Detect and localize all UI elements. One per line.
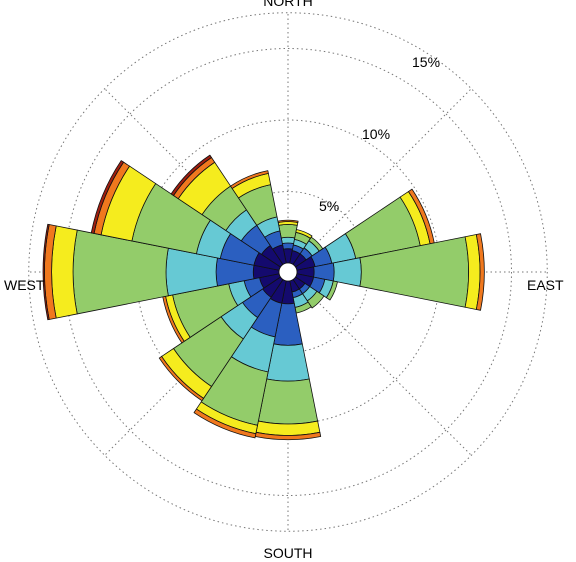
grid-spoke-135 <box>287 271 472 456</box>
petal-315-band-6 <box>170 154 212 196</box>
center-hole <box>278 262 298 282</box>
petal-112.5-band-3 <box>325 280 338 301</box>
direction-label-east: EAST <box>527 277 564 293</box>
petal-337.5-band-5 <box>230 170 269 189</box>
direction-label-west: WEST <box>4 277 45 293</box>
grid-spoke-315 <box>104 88 289 273</box>
petal-0-band-1 <box>281 242 295 250</box>
petal-0-band-2 <box>280 236 296 244</box>
direction-label-north: NORTH <box>263 0 313 9</box>
petal-202.5-band-5 <box>193 408 257 439</box>
ring-label-10: 10% <box>362 126 390 142</box>
wind-rose-petals <box>42 154 485 441</box>
petal-225-band-5 <box>158 356 204 402</box>
petal-292.5-band-6 <box>90 160 124 234</box>
grid-ring-15 <box>64 48 512 496</box>
petal-0-band-5 <box>277 219 299 223</box>
petal-180-band-3 <box>257 378 319 425</box>
petal-270-band-6 <box>42 223 50 321</box>
petal-135-band-3 <box>306 290 325 309</box>
chart-labels: 5% 10% 15% NORTH EAST SOUTH WEST <box>4 0 564 561</box>
grid-spoke-45 <box>287 88 472 273</box>
petal-90-band-5 <box>475 233 485 311</box>
petal-22.5-band-4 <box>295 229 313 239</box>
ring-label-5: 5% <box>319 198 339 214</box>
ring-label-15: 15% <box>412 54 440 70</box>
petal-0-band-3 <box>278 223 298 239</box>
direction-label-south: SOUTH <box>264 545 313 561</box>
grid-ring-outer <box>28 12 548 532</box>
petal-270-band-4 <box>51 225 78 319</box>
petal-180-band-2 <box>266 343 310 382</box>
grid-spoke-225 <box>104 271 289 456</box>
